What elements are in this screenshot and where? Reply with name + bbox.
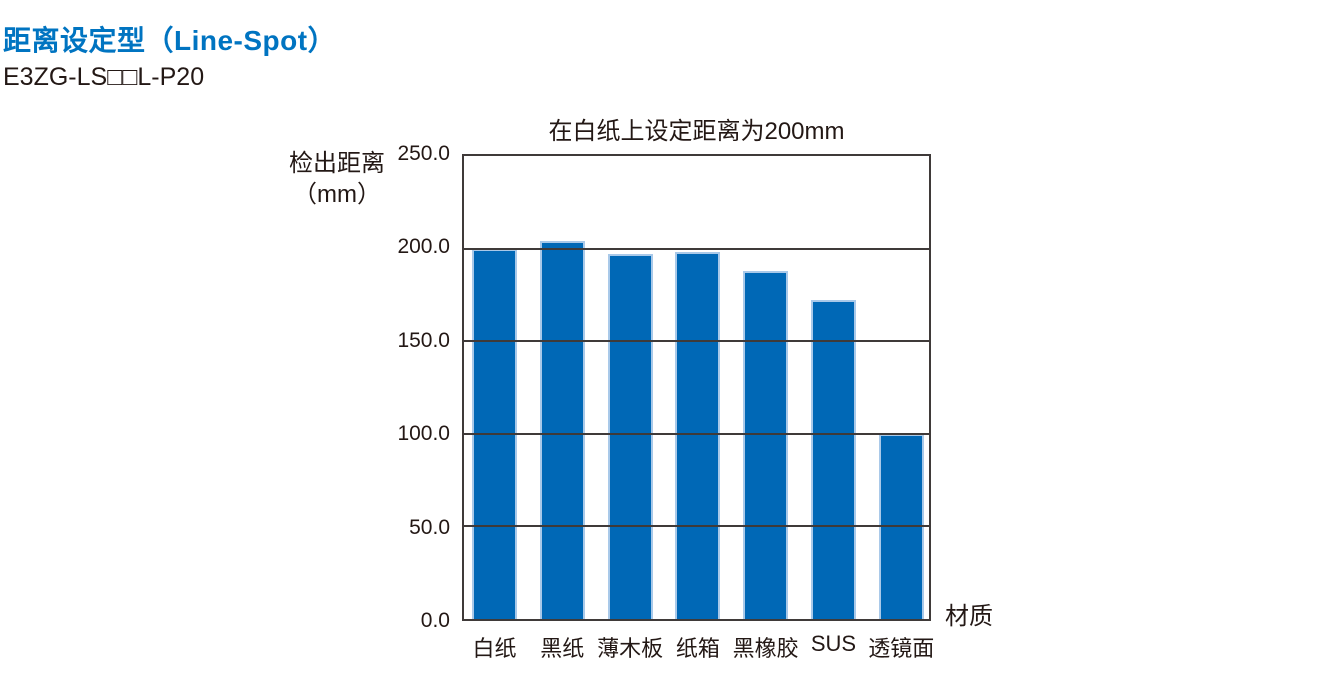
gridline-200 (464, 247, 929, 250)
y-axis-title-line2: （mm） (293, 181, 381, 209)
y-tick-label-100.0: 100.0 (397, 422, 450, 446)
y-tick-label-0.0: 0.0 (420, 609, 450, 632)
bar-SUS (811, 300, 856, 619)
x-category-label-SUS: SUS (810, 631, 857, 656)
bar-薄木板 (607, 254, 653, 619)
gridline-50 (464, 525, 929, 528)
section-title: 距离设定型（Line-Spot） (3, 25, 337, 56)
chart-title: 在白纸上设定距离为200mm (548, 118, 845, 145)
gridline-150 (464, 340, 929, 343)
x-category-label-黑纸: 黑纸 (540, 636, 585, 661)
x-category-label-透镜面: 透镜面 (868, 636, 935, 661)
plot-area (462, 154, 931, 621)
y-tick-label-150.0: 150.0 (397, 328, 450, 352)
y-tick-label-50.0: 50.0 (409, 515, 450, 539)
x-axis-category-labels: 白纸 黑纸 薄木板 纸箱 黑橡胶 SUS 透镜面 (464, 631, 934, 661)
x-category-label-纸箱: 纸箱 (675, 636, 720, 661)
y-tick-label-250.0: 250.0 (397, 142, 450, 165)
bar-黑纸 (539, 241, 585, 619)
y-axis-tick-labels: 0.0 50.0 100.0 150.0 200.0 250.0 (380, 142, 450, 632)
x-category-label-黑橡胶: 黑橡胶 (732, 636, 799, 661)
x-category-label-薄木板: 薄木板 (597, 636, 664, 661)
gridline-100 (464, 432, 929, 435)
y-tick-label-200.0: 200.0 (397, 235, 450, 259)
model-number: E3ZG-LS□□L-P20 (3, 62, 205, 91)
bar-黑橡胶 (743, 270, 789, 619)
y-axis-title: 检出距离 （mm） (282, 148, 392, 210)
y-axis-title-line1: 检出距离 (289, 150, 385, 177)
bar-纸箱 (675, 252, 721, 619)
x-category-label-白纸: 白纸 (472, 636, 517, 661)
doc-header: 距离设定型（Line-Spot） E3ZG-LS□□L-P20 (3, 25, 337, 91)
x-axis-title: 材质 (945, 603, 993, 630)
